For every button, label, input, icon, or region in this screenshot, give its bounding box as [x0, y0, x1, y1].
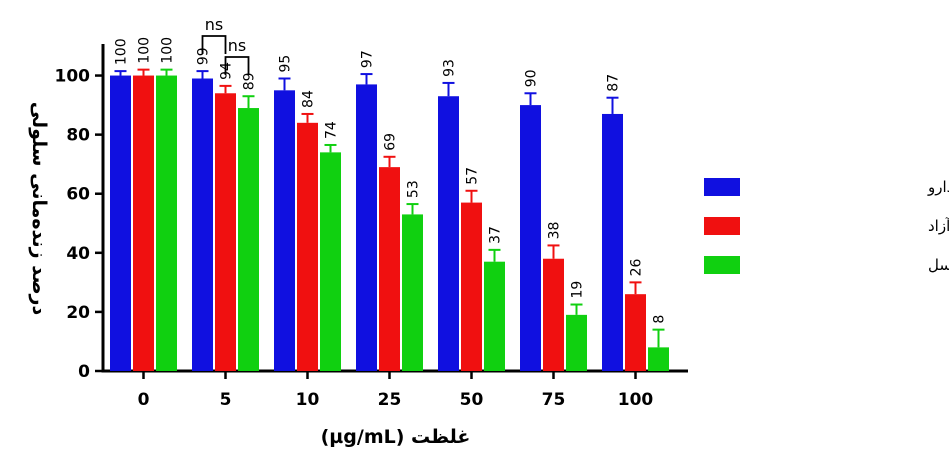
bar: [648, 347, 669, 371]
bar: [274, 90, 295, 372]
bar: [461, 202, 482, 371]
bar: [520, 105, 541, 371]
y-tick-label: 40: [66, 244, 90, 264]
x-tick-label: 5: [220, 390, 232, 410]
bar: [484, 261, 505, 371]
data-label: 94: [219, 62, 235, 80]
data-label: 26: [629, 258, 645, 276]
bar: [320, 152, 341, 371]
y-axis-title: درصد زنده‌مانی سلولی: [28, 102, 50, 316]
data-label: 37: [488, 226, 504, 244]
data-label: 93: [442, 59, 458, 77]
y-tick-label: 100: [55, 67, 91, 87]
data-label: 89: [242, 72, 258, 90]
legend-label: نانوسامانه حاوی پاکلی‌تاکسل: [928, 256, 949, 275]
legend-swatch: [704, 217, 740, 235]
data-label: 8: [652, 315, 668, 324]
bar: [438, 96, 459, 372]
bar: [133, 75, 154, 371]
x-tick-label: 25: [378, 390, 402, 410]
y-tick-label: 20: [66, 303, 90, 323]
data-label: 38: [547, 222, 563, 240]
data-label: 100: [160, 37, 176, 64]
data-label: 74: [324, 121, 340, 139]
significance-label: ns: [205, 15, 223, 34]
significance-label: ns: [228, 36, 246, 55]
bar: [402, 214, 423, 371]
data-label: 95: [278, 55, 294, 73]
bar: [192, 78, 213, 371]
data-label: 57: [465, 167, 481, 185]
significance-bracket: [224, 56, 250, 75]
data-label: 97: [360, 50, 376, 68]
bar: [379, 167, 400, 371]
legend-label: پاکلی‌تاکسل آزاد: [928, 217, 949, 236]
x-tick-label: 75: [542, 390, 566, 410]
x-tick-label: 10: [296, 390, 320, 410]
data-label: 53: [406, 180, 422, 198]
data-label: 19: [570, 281, 586, 299]
bar: [110, 75, 131, 371]
y-tick-label: 0: [78, 362, 90, 382]
x-axis-title: غلظت (µg/mL): [321, 426, 471, 448]
data-label: 100: [137, 37, 153, 64]
bar: [566, 314, 587, 371]
data-label: 99: [196, 47, 212, 65]
legend-label: نیوزوم فاقد دارو: [927, 178, 949, 196]
legend-swatch: [704, 178, 740, 196]
x-tick-label: 0: [138, 390, 150, 410]
bar: [238, 108, 259, 371]
data-label: 100: [114, 38, 130, 65]
y-tick-label: 80: [66, 126, 90, 146]
data-label: 69: [383, 133, 399, 151]
bar: [356, 84, 377, 371]
x-tick-label: 50: [460, 390, 484, 410]
bar: [156, 75, 177, 371]
bar: [543, 258, 564, 371]
data-label: 84: [301, 90, 317, 108]
data-label: 90: [524, 69, 540, 87]
significance-bracket: [201, 35, 227, 54]
x-tick-label: 100: [618, 390, 654, 410]
y-tick-label: 60: [66, 185, 90, 205]
bar: [625, 294, 646, 371]
bar: [215, 93, 236, 371]
bar: [297, 122, 318, 372]
legend-swatch: [704, 256, 740, 274]
bar: [602, 113, 623, 372]
data-label: 87: [606, 74, 622, 92]
